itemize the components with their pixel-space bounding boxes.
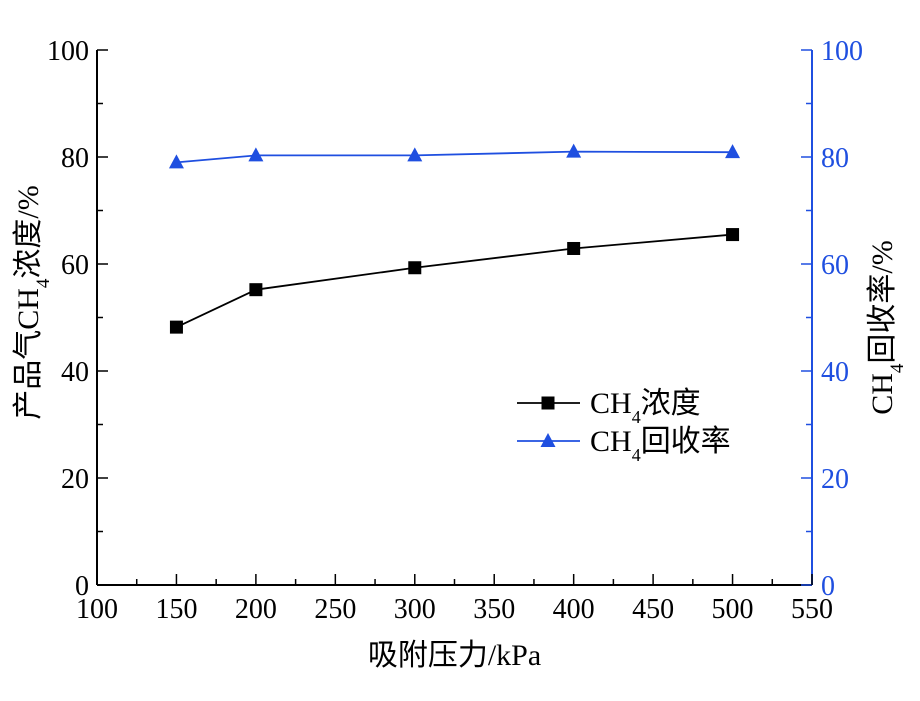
x-tick-label: 200 xyxy=(235,594,277,625)
right-y-tick-label: 20 xyxy=(821,464,849,495)
legend-label: CH4浓度 xyxy=(590,387,701,427)
x-tick-label: 150 xyxy=(155,594,197,625)
series-layer xyxy=(168,143,741,334)
left-y-tick-label: 0 xyxy=(75,571,89,602)
legend-marker-triangle xyxy=(540,433,556,447)
data-point-triangle xyxy=(566,143,582,158)
data-point-triangle xyxy=(725,144,741,159)
data-point-square xyxy=(249,283,263,297)
x-tick-label: 350 xyxy=(473,594,515,625)
legend-marker-square xyxy=(541,396,555,410)
data-point-triangle xyxy=(407,147,423,162)
x-tick-label: 550 xyxy=(791,594,833,625)
axes: 0 0 20 20 40 40 60 60 80 80 100 100 100 150 200 250 300 3… xyxy=(47,36,863,625)
legend-item-2: CH4回收率 xyxy=(517,425,731,465)
right-y-tick-label: 100 xyxy=(821,36,863,67)
data-point-triangle xyxy=(248,147,264,162)
legend-item-1: CH4浓度 xyxy=(517,387,701,427)
x-tick-label: 450 xyxy=(632,594,674,625)
left-y-tick-label: 20 xyxy=(61,464,89,495)
data-point-square xyxy=(169,320,183,334)
series-line xyxy=(176,233,733,328)
data-point-square xyxy=(567,241,581,255)
left-y-tick-label: 80 xyxy=(61,143,89,174)
data-point-square xyxy=(726,228,740,242)
x-tick-label: 300 xyxy=(394,594,436,625)
x-axis-title: 吸附压力/kPa xyxy=(368,639,541,672)
right-y-tick-label: 0 xyxy=(821,571,835,602)
left-y-tick-label: 40 xyxy=(61,357,89,388)
right-y-tick-label: 80 xyxy=(821,143,849,174)
x-tick-label: 500 xyxy=(712,594,754,625)
x-tick-label: 400 xyxy=(553,594,595,625)
left-y-axis-title: 产品气CH4浓度/% xyxy=(12,185,54,420)
x-tick-label: 250 xyxy=(314,594,356,625)
x-tick-label: 100 xyxy=(76,594,118,625)
data-point-triangle xyxy=(168,154,184,169)
series-2 xyxy=(168,143,741,169)
left-y-tick-label: 100 xyxy=(47,36,89,67)
right-y-axis-title: CH4回收率/% xyxy=(866,240,908,415)
series-1 xyxy=(169,228,740,334)
data-point-square xyxy=(408,261,422,275)
left-y-tick-label: 60 xyxy=(61,250,89,281)
right-y-tick-label: 60 xyxy=(821,250,849,281)
right-y-tick-label: 40 xyxy=(821,357,849,388)
legend-label: CH4回收率 xyxy=(590,425,731,465)
